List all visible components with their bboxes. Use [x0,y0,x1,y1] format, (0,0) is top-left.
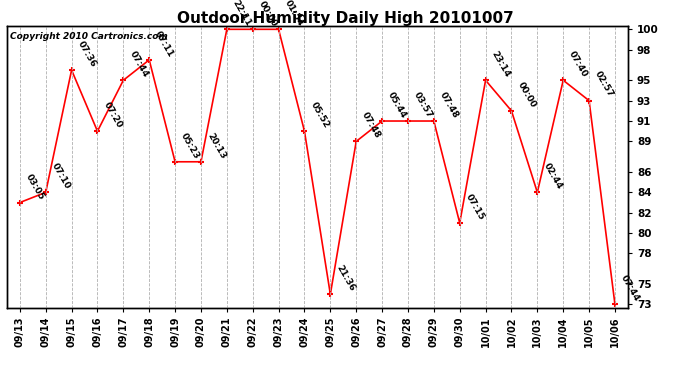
Text: 22:11: 22:11 [231,0,253,28]
Text: 07:44: 07:44 [128,50,150,79]
Text: 03:05: 03:05 [24,172,46,201]
Text: 21:36: 21:36 [335,264,357,293]
Text: 07:48: 07:48 [360,111,382,140]
Text: 01:54: 01:54 [283,0,305,28]
Text: 07:11: 07:11 [153,29,175,58]
Text: 03:57: 03:57 [412,90,434,120]
Text: 00:00: 00:00 [515,81,538,110]
Text: 07:44: 07:44 [619,273,642,303]
Text: Outdoor Humidity Daily High 20101007: Outdoor Humidity Daily High 20101007 [177,11,513,26]
Text: 05:52: 05:52 [308,100,331,130]
Text: Copyright 2010 Cartronics.com: Copyright 2010 Cartronics.com [10,32,168,41]
Text: 05:44: 05:44 [386,90,408,120]
Text: 07:48: 07:48 [438,90,460,120]
Text: 07:10: 07:10 [50,162,72,191]
Text: 00:00: 00:00 [257,0,279,28]
Text: 23:14: 23:14 [490,50,512,79]
Text: 07:36: 07:36 [76,39,98,69]
Text: 02:44: 02:44 [542,162,564,191]
Text: 02:57: 02:57 [593,70,615,99]
Text: 07:15: 07:15 [464,192,486,222]
Text: 20:13: 20:13 [205,131,227,160]
Text: 05:23: 05:23 [179,131,201,160]
Text: 07:20: 07:20 [101,100,124,130]
Text: 07:40: 07:40 [567,50,589,79]
